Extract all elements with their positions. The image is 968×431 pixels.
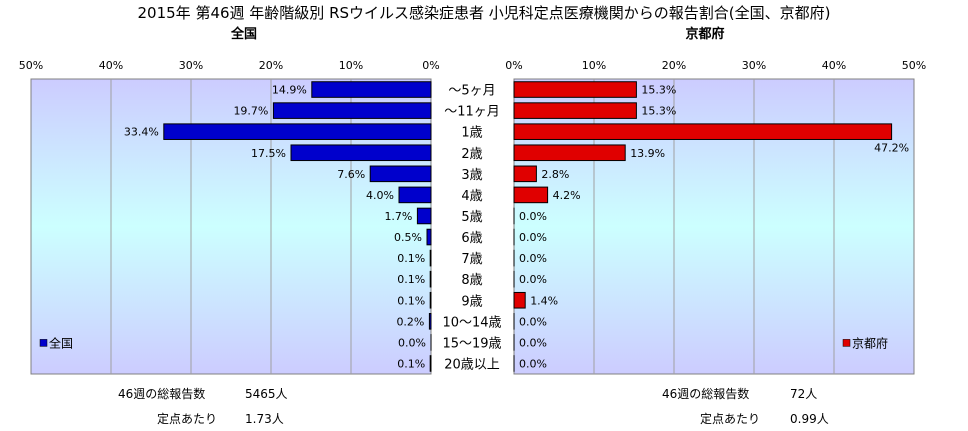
left-data-label: 0.1% (397, 273, 425, 286)
right-data-label: 13.9% (630, 147, 665, 160)
kyoto-total-label: 46週の総報告数 (662, 387, 750, 401)
right-bar (513, 165, 537, 183)
category-label: 2歳 (461, 147, 482, 162)
left-bar (398, 186, 432, 204)
right-data-label: 4.2% (553, 189, 581, 202)
left-bar (416, 207, 432, 225)
right-bar (513, 102, 637, 119)
right-bar (513, 144, 626, 162)
category-label: 6歳 (461, 231, 482, 246)
kyoto-total-value: 72人 (790, 387, 818, 401)
left-data-label: 0.2% (396, 315, 424, 328)
left-data-label: 14.9% (272, 84, 307, 97)
left-data-label: 7.6% (337, 168, 365, 181)
left-tick-label: 0% (422, 59, 439, 72)
left-bar (429, 291, 432, 309)
national-per-label: 定点あたり (157, 412, 218, 426)
left-bar (428, 313, 432, 330)
left-data-label: 0.0% (398, 336, 426, 349)
category-label: 5歳 (461, 210, 482, 225)
right-data-label: 0.0% (519, 273, 547, 286)
left-bar (272, 102, 432, 119)
left-data-label: 33.4% (124, 126, 159, 139)
left-plot-area (30, 78, 432, 375)
national-total-label: 46週の総報告数 (118, 387, 206, 401)
left-tick-label: 10% (339, 59, 363, 72)
kyoto-per-value: 0.99人 (790, 412, 829, 426)
national-total-value: 5465人 (245, 387, 288, 401)
right-tick-label: 0% (505, 59, 522, 72)
right-tick-label: 40% (822, 59, 846, 72)
category-label: 15～19歳 (442, 336, 501, 351)
left-data-label: 0.1% (397, 357, 425, 370)
right-legend-label: 京都府 (852, 335, 888, 350)
right-tick-label: 30% (742, 59, 766, 72)
left-data-label: 19.7% (233, 105, 268, 118)
left-bar (429, 355, 432, 372)
left-tick-label: 20% (259, 59, 283, 72)
category-label: 7歳 (461, 252, 482, 267)
left-bar (429, 249, 432, 267)
right-tick-label: 20% (662, 59, 686, 72)
left-data-label: 4.0% (366, 189, 394, 202)
right-tick-label: 10% (582, 59, 606, 72)
left-bar (163, 123, 432, 140)
category-label: 9歳 (461, 294, 482, 309)
category-label: 10～14歳 (442, 315, 501, 330)
right-data-label: 0.0% (519, 231, 547, 244)
category-label: 8歳 (461, 273, 482, 288)
left-bar (426, 228, 432, 246)
right-bar (513, 186, 549, 204)
left-data-label: 0.1% (397, 294, 425, 307)
right-data-label: 15.3% (641, 105, 676, 118)
right-bar (513, 123, 893, 140)
category-label: ～5ヶ月 (448, 84, 495, 99)
kyoto-per-label: 定点あたり (700, 412, 761, 426)
left-legend-label: 全国 (49, 335, 73, 350)
left-tick-label: 30% (179, 59, 203, 72)
left-data-label: 17.5% (251, 147, 286, 160)
category-label: 1歳 (461, 126, 482, 141)
right-data-label: 1.4% (530, 294, 558, 307)
right-bar (513, 291, 526, 309)
category-label: 20歳以上 (444, 357, 500, 372)
right-data-label: 0.0% (519, 210, 547, 223)
category-label: 4歳 (461, 189, 482, 204)
right-data-label: 0.0% (519, 315, 547, 328)
left-tick-label: 50% (19, 59, 43, 72)
left-bar (369, 165, 432, 183)
right-data-label: 15.3% (641, 84, 676, 97)
right-legend-swatch (842, 339, 851, 347)
left-data-label: 1.7% (384, 210, 412, 223)
left-bar (311, 81, 432, 98)
right-data-label: 47.2% (874, 141, 909, 154)
left-data-label: 0.1% (397, 252, 425, 265)
right-plot-area (513, 78, 915, 375)
category-label: 3歳 (461, 168, 482, 183)
right-data-label: 0.0% (519, 357, 547, 370)
right-data-label: 0.0% (519, 252, 547, 265)
left-tick-label: 40% (99, 59, 123, 72)
left-bar (290, 144, 432, 162)
left-legend-swatch (39, 339, 48, 347)
chart: 2015年 第46週 年齢階級別 RSウイルス感染症患者 小児科定点医療機関から… (19, 4, 926, 375)
right-data-label: 0.0% (519, 336, 547, 349)
left-chart-title: 全国 (230, 26, 257, 42)
chart-title: 2015年 第46週 年齢階級別 RSウイルス感染症患者 小児科定点医療機関から… (138, 4, 831, 22)
right-chart-title: 京都府 (685, 26, 724, 42)
left-data-label: 0.5% (394, 231, 422, 244)
right-bar (513, 81, 637, 98)
right-tick-label: 50% (902, 59, 926, 72)
national-per-value: 1.73人 (245, 412, 284, 426)
right-data-label: 2.8% (541, 168, 569, 181)
left-bar (429, 270, 432, 288)
category-label: ～11ヶ月 (444, 105, 500, 120)
